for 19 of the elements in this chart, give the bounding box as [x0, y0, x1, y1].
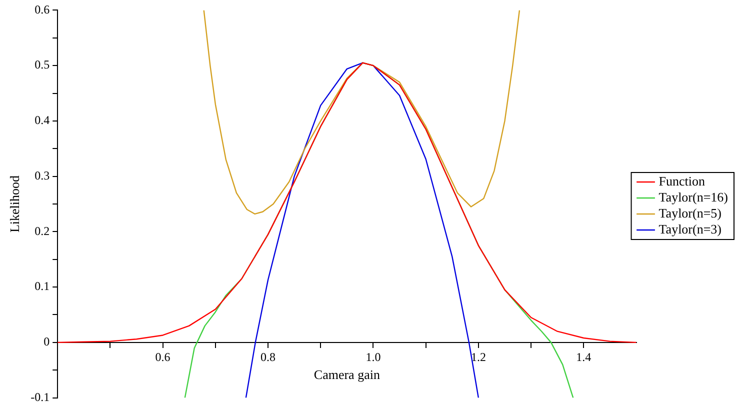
- legend-label: Taylor(n=3): [658, 221, 722, 236]
- y-tick-label: 0: [44, 334, 50, 349]
- x-tick-label: 0.8: [260, 350, 276, 364]
- legend-label: Taylor(n=5): [658, 205, 722, 220]
- y-tick-label: 0.5: [34, 58, 50, 72]
- y-tick-label: 0.1: [34, 279, 50, 294]
- x-tick-label: 1.4: [576, 350, 592, 364]
- x-tick-label: 1.2: [470, 350, 486, 364]
- y-tick-label: 0.4: [34, 113, 50, 128]
- y-tick-label: 0.6: [34, 2, 50, 16]
- legend-label: Taylor(n=16): [658, 189, 728, 204]
- legend-label: Function: [658, 173, 706, 188]
- x-axis-title: Camera gain: [314, 367, 380, 382]
- y-tick-label: 0.3: [34, 168, 50, 182]
- y-tick-label: 0.2: [34, 224, 50, 238]
- x-tick-label: 1.0: [366, 350, 381, 364]
- x-tick-label: 0.6: [155, 350, 170, 364]
- y-tick-label: -0.1: [30, 390, 50, 404]
- y-axis-title: Likelihood: [7, 174, 22, 233]
